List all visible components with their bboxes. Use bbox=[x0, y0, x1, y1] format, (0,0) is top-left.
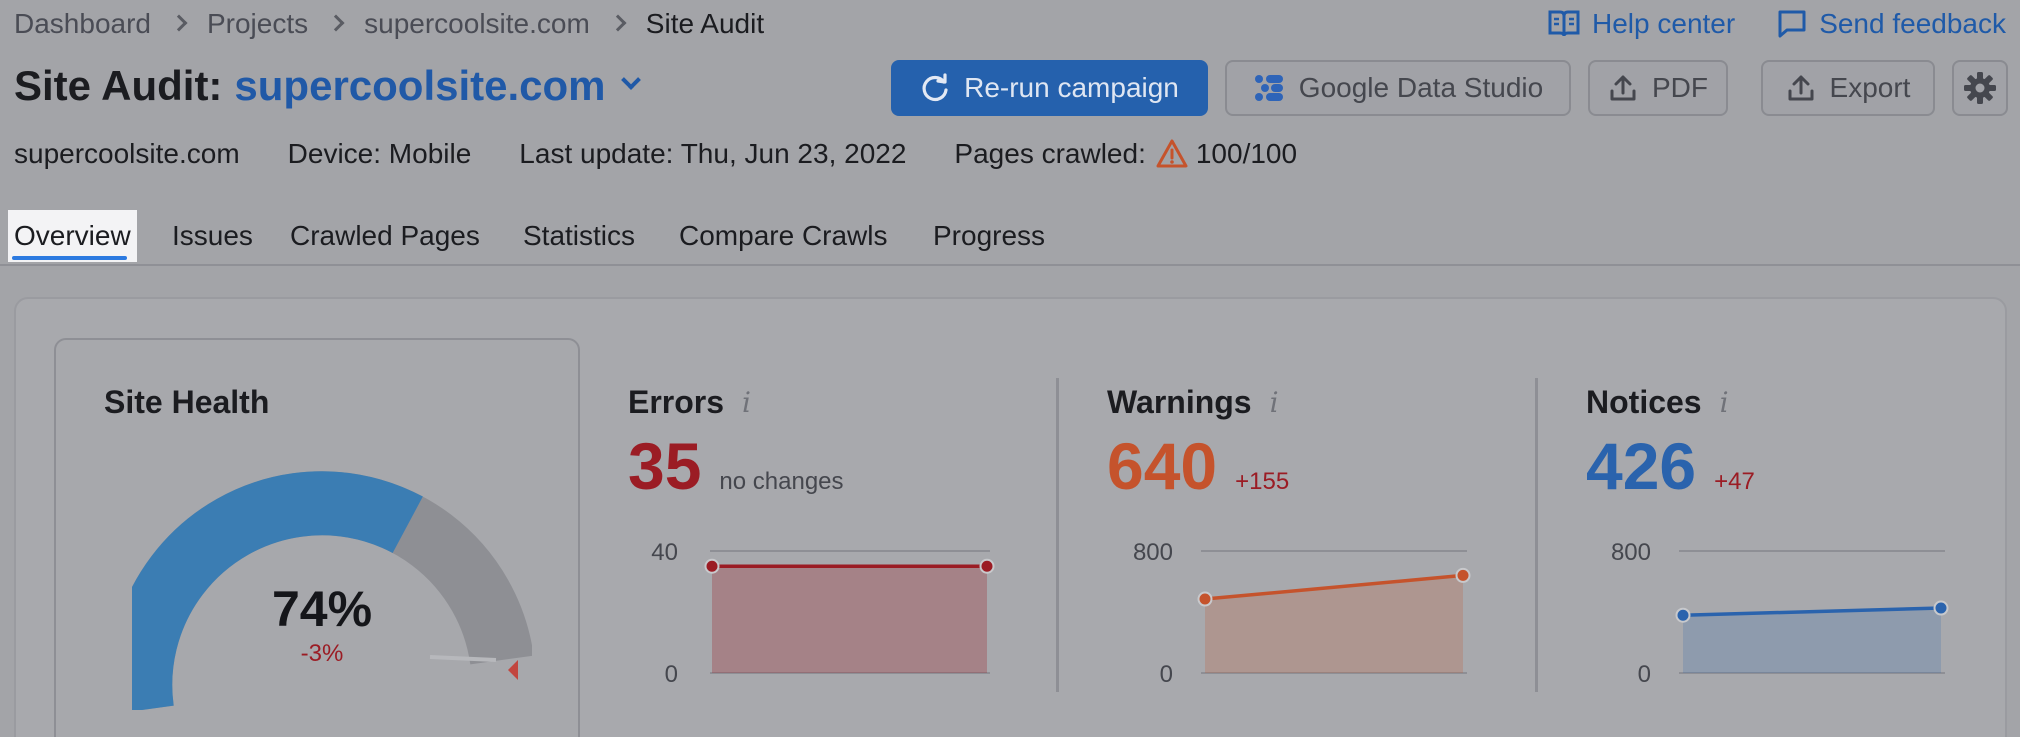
comment-icon bbox=[1778, 10, 1806, 38]
notices-axis-max: 800 bbox=[1610, 539, 1651, 566]
tab-issues[interactable]: Issues bbox=[172, 220, 253, 251]
errors-info-icon[interactable]: i bbox=[742, 386, 752, 419]
tab-overview[interactable]: Overview bbox=[8, 210, 137, 262]
site-health-title: Site Health bbox=[104, 384, 270, 420]
notices-change: +47 bbox=[1714, 468, 1755, 495]
warnings-series-line bbox=[1204, 573, 1464, 601]
warnings-point-1[interactable] bbox=[1455, 567, 1471, 583]
errors-label: Errors bbox=[628, 384, 725, 420]
warnings-trend-chart bbox=[1197, 550, 1471, 674]
meta-last-update: Last update: Thu, Jun 23, 2022 bbox=[519, 138, 907, 169]
gauge-threshold-line bbox=[429, 655, 497, 662]
warnings-value[interactable]: 640 bbox=[1107, 429, 1218, 503]
tab-compare-crawls[interactable]: Compare Crawls bbox=[679, 220, 888, 251]
breadcrumb: Dashboard Projects supercoolsite.com Sit… bbox=[14, 6, 764, 42]
send-feedback-link[interactable]: Send feedback bbox=[1777, 8, 2006, 40]
errors-point-0[interactable] bbox=[704, 558, 720, 574]
warnings-info-icon[interactable]: i bbox=[1269, 386, 1279, 419]
notices-axis-min: 0 bbox=[1637, 661, 1651, 688]
google-data-studio-label: Google Data Studio bbox=[1298, 72, 1544, 103]
errors-axis-max: 40 bbox=[651, 539, 678, 566]
errors-point-1[interactable] bbox=[979, 558, 995, 574]
warnings-value-row: 640 +155 bbox=[1107, 428, 1289, 504]
errors-trend-chart bbox=[704, 550, 995, 674]
chevron-down-icon[interactable] bbox=[620, 70, 641, 90]
pdf-label: PDF bbox=[1652, 72, 1708, 103]
help-center-link[interactable]: Help center bbox=[1548, 8, 1735, 40]
breadcrumb-dashboard[interactable]: Dashboard bbox=[14, 8, 151, 39]
refresh-icon bbox=[922, 73, 948, 102]
notices-trend-chart bbox=[1675, 550, 1949, 674]
warnings-area bbox=[1205, 575, 1463, 673]
warning-icon bbox=[1156, 139, 1188, 169]
notices-area bbox=[1683, 608, 1941, 673]
upload-icon bbox=[1788, 75, 1814, 101]
errors-change: no changes bbox=[719, 468, 844, 495]
warnings-axis-min: 0 bbox=[1159, 661, 1173, 688]
notices-value-row: 426 +47 bbox=[1586, 428, 1755, 504]
errors-area bbox=[712, 566, 987, 673]
notices-point-1[interactable] bbox=[1933, 600, 1949, 616]
meta-pages-value: 100/100 bbox=[1195, 138, 1298, 169]
notices-series-line bbox=[1682, 606, 1942, 617]
site-health-gauge bbox=[132, 471, 532, 710]
notices-info-icon[interactable]: i bbox=[1719, 386, 1729, 419]
site-health-value: 74% bbox=[271, 581, 373, 637]
rerun-campaign-label: Re-run campaign bbox=[964, 72, 1179, 103]
warnings-label: Warnings bbox=[1107, 384, 1252, 420]
page-title: Site Audit: supercoolsite.com bbox=[14, 62, 641, 110]
notices-value[interactable]: 426 bbox=[1586, 429, 1697, 503]
notices-label: Notices bbox=[1586, 384, 1702, 420]
upload-icon bbox=[1610, 75, 1636, 101]
gauge-fill bbox=[132, 471, 532, 710]
audit-meta: supercoolsite.com Device: Mobile Last up… bbox=[14, 136, 1297, 172]
tab-crawled-pages[interactable]: Crawled Pages bbox=[290, 220, 480, 251]
book-icon bbox=[1548, 10, 1580, 37]
notices-label-row: Notices i bbox=[1586, 384, 1729, 421]
top-links: Help center Send feedback bbox=[1548, 6, 2006, 42]
breadcrumb-domain[interactable]: supercoolsite.com bbox=[364, 8, 590, 39]
breadcrumb-current: Site Audit bbox=[645, 8, 765, 39]
warnings-change: +155 bbox=[1235, 468, 1290, 495]
send-feedback-label: Send feedback bbox=[1819, 8, 2006, 39]
warnings-axis-max: 800 bbox=[1132, 539, 1173, 566]
errors-label-row: Errors i bbox=[628, 384, 751, 421]
page-title-prefix: Site Audit: bbox=[14, 62, 223, 109]
meta-pages-label: Pages crawled: bbox=[954, 138, 1146, 169]
export-label: Export bbox=[1829, 72, 1911, 103]
errors-value[interactable]: 35 bbox=[628, 429, 702, 503]
site-health-change: -3% bbox=[300, 640, 344, 667]
pdf-button[interactable]: PDF bbox=[1588, 60, 1728, 116]
export-button[interactable]: Export bbox=[1761, 60, 1935, 116]
notices-point-0[interactable] bbox=[1675, 607, 1691, 623]
data-studio-icon bbox=[1254, 75, 1283, 101]
google-data-studio-button[interactable]: Google Data Studio bbox=[1225, 60, 1571, 116]
tab-bar: Overview Issues Crawled Pages Statistics… bbox=[0, 210, 2020, 266]
rerun-campaign-button[interactable]: Re-run campaign bbox=[891, 60, 1208, 116]
chevron-right-icon bbox=[170, 14, 188, 32]
site-health-card[interactable] bbox=[54, 338, 580, 737]
help-center-label: Help center bbox=[1592, 8, 1736, 39]
breadcrumb-projects[interactable]: Projects bbox=[206, 8, 309, 39]
tab-progress[interactable]: Progress bbox=[933, 220, 1046, 251]
metric-divider bbox=[1535, 378, 1538, 692]
chevron-right-icon bbox=[327, 14, 345, 32]
gear-icon bbox=[1964, 72, 1996, 104]
metric-divider bbox=[1056, 378, 1059, 692]
project-domain-selector[interactable]: supercoolsite.com bbox=[234, 62, 606, 109]
meta-site: supercoolsite.com bbox=[14, 138, 240, 169]
errors-axis-min: 0 bbox=[664, 661, 678, 688]
gauge-marker-icon bbox=[508, 660, 518, 680]
meta-device: Device: Mobile bbox=[287, 138, 472, 169]
warnings-label-row: Warnings i bbox=[1107, 384, 1279, 421]
warnings-point-0[interactable] bbox=[1197, 591, 1213, 607]
settings-button[interactable] bbox=[1952, 60, 2008, 116]
chevron-right-icon bbox=[609, 14, 627, 32]
tab-statistics[interactable]: Statistics bbox=[523, 220, 636, 251]
errors-value-row: 35 no changes bbox=[628, 428, 844, 504]
